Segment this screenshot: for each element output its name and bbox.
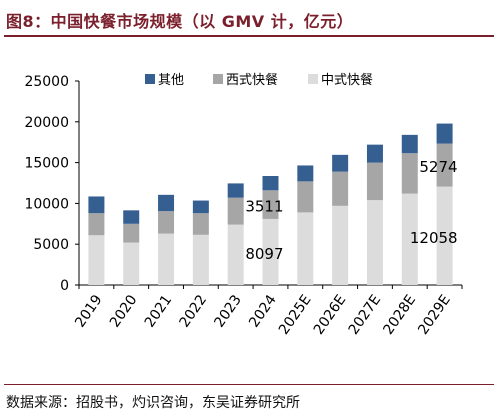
bar-segment <box>332 154 349 172</box>
x-tick-label: 2027E <box>346 292 385 338</box>
bar-segment <box>401 134 418 154</box>
bar-segment <box>88 235 105 285</box>
data-label: 8097 <box>245 245 283 263</box>
bar-segment <box>158 194 175 212</box>
x-tick-label: 2019 <box>72 292 106 330</box>
x-tick-label: 2026E <box>311 292 350 338</box>
bar-segment <box>227 224 244 285</box>
bar-segment <box>262 175 279 191</box>
x-tick-label: 2028E <box>380 292 419 338</box>
data-labels: 8097 3511 12058 5274 <box>245 158 457 263</box>
bar-segment <box>123 210 140 224</box>
legend-label: 西式快餐 <box>226 72 278 88</box>
x-tick-label: 2020 <box>107 292 141 330</box>
bar-segment <box>88 213 105 236</box>
bar-segment <box>227 197 244 225</box>
x-tick-label: 2029E <box>415 292 454 338</box>
bar-segment <box>436 143 453 187</box>
data-label: 12058 <box>410 229 458 247</box>
bar-segment <box>297 212 314 285</box>
x-tick-label: 2025E <box>276 292 315 338</box>
bar-segment <box>366 200 383 285</box>
legend-swatch <box>213 74 223 84</box>
y-tick-label: 25000 <box>24 74 69 90</box>
legend-swatch <box>308 74 318 84</box>
bar-segment <box>332 205 349 285</box>
y-tick-label: 0 <box>60 278 69 294</box>
y-tick-label: 10000 <box>24 196 69 212</box>
data-label: 3511 <box>245 198 283 216</box>
bar-segment <box>436 186 453 285</box>
y-tick-label: 5000 <box>33 237 69 253</box>
legend-label: 中式快餐 <box>321 72 373 88</box>
bar-segment <box>436 123 453 144</box>
bar-segment <box>123 223 140 243</box>
source-note: 数据来源：招股书，灼识咨询，东吴证券研究所 <box>6 395 300 411</box>
bar-segment <box>88 196 105 214</box>
bar-segment <box>192 234 209 285</box>
title-rule <box>4 35 494 37</box>
x-tick-label: 2024 <box>246 292 280 330</box>
bar-segment <box>297 165 314 182</box>
bar-segment <box>401 193 418 285</box>
x-tick-label: 2023 <box>211 292 245 330</box>
bottom-rule <box>4 384 494 385</box>
y-tick-label: 15000 <box>24 156 69 172</box>
figure-title: 图8：中国快餐市场规模（以 GMV 计，亿元） <box>6 12 354 31</box>
data-label: 5274 <box>419 158 457 176</box>
bar-segment <box>227 183 244 198</box>
bars <box>88 123 453 285</box>
bar-segment <box>123 242 140 285</box>
bar-segment <box>158 233 175 285</box>
bar-segment <box>401 153 418 194</box>
bar-segment <box>262 190 279 219</box>
bar-segment <box>192 213 209 235</box>
x-tick-label: 2021 <box>142 292 176 330</box>
bar-segment <box>262 218 279 285</box>
legend-swatch <box>145 74 155 84</box>
y-tick-label: 20000 <box>24 115 69 131</box>
bar-segment <box>192 200 209 214</box>
legend: 其他 西式快餐 中式快餐 <box>145 72 373 88</box>
bar-segment <box>332 171 349 206</box>
bar-segment <box>366 162 383 201</box>
x-tick-label: 2022 <box>177 292 211 330</box>
bar-segment <box>158 211 175 234</box>
bar-segment <box>297 181 314 213</box>
legend-label: 其他 <box>158 73 184 88</box>
bar-segment <box>366 144 383 163</box>
